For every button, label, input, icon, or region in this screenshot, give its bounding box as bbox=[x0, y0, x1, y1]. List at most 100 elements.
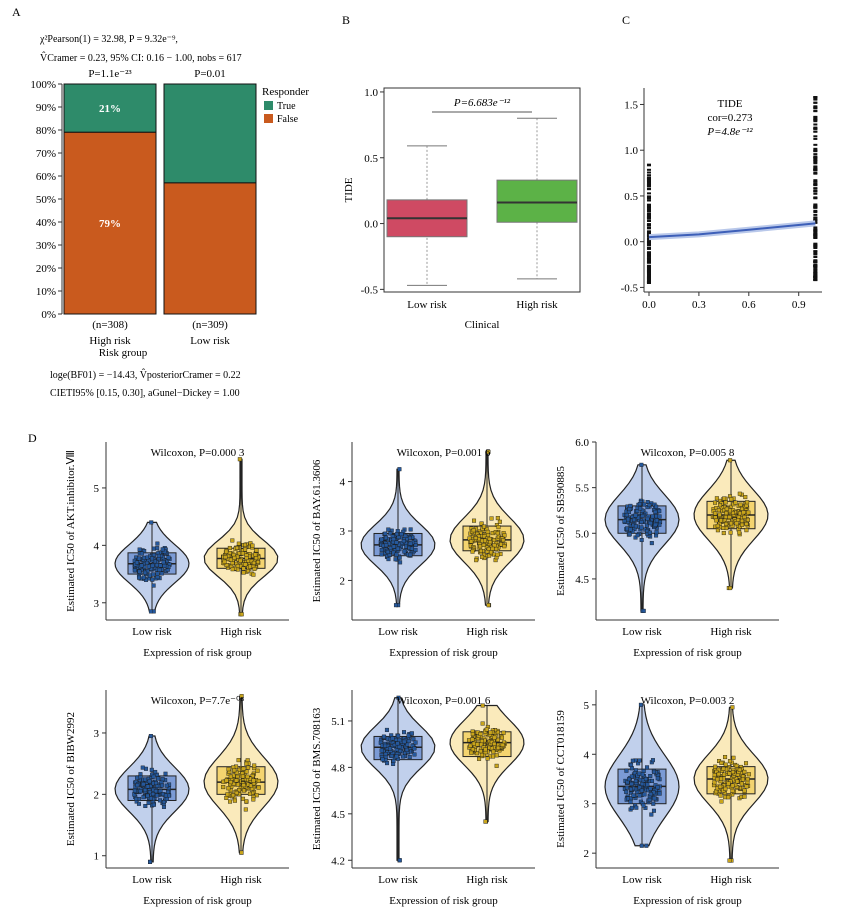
data-point bbox=[254, 556, 259, 561]
data-point bbox=[724, 521, 729, 526]
data-point bbox=[386, 527, 391, 532]
data-point bbox=[391, 758, 396, 763]
x-axis-label: Expression of risk group bbox=[633, 647, 742, 659]
x-tick-label: High risk bbox=[89, 335, 131, 347]
scatter-point bbox=[813, 196, 818, 199]
scatter-point bbox=[646, 217, 651, 220]
scatter-point bbox=[813, 159, 818, 162]
x-tick-label: Low risk bbox=[378, 626, 418, 638]
data-point bbox=[228, 799, 233, 804]
data-point bbox=[651, 808, 656, 813]
data-point bbox=[634, 805, 639, 810]
data-point bbox=[144, 577, 149, 582]
data-point bbox=[236, 758, 241, 763]
data-point bbox=[640, 513, 645, 518]
scatter-point bbox=[813, 226, 818, 229]
scatter-point bbox=[646, 208, 651, 211]
data-point bbox=[160, 547, 165, 552]
data-point bbox=[718, 784, 723, 789]
y-axis-label: Estimated IC50 of BMS.708163 bbox=[311, 707, 323, 850]
scatter-point bbox=[646, 261, 651, 264]
scatter-point bbox=[813, 219, 818, 222]
data-point bbox=[639, 538, 644, 543]
data-point bbox=[408, 527, 413, 532]
data-point bbox=[235, 782, 240, 787]
scatter-point bbox=[813, 162, 818, 165]
data-point bbox=[396, 733, 401, 738]
data-point bbox=[384, 543, 389, 548]
data-point bbox=[397, 858, 402, 863]
data-point bbox=[134, 560, 139, 565]
data-point bbox=[746, 510, 751, 515]
scatter-point bbox=[813, 211, 818, 214]
data-point bbox=[645, 765, 650, 770]
data-point bbox=[407, 755, 412, 760]
scatter-point bbox=[646, 281, 651, 284]
data-point bbox=[483, 747, 488, 752]
y-tick-label: 100% bbox=[30, 79, 56, 91]
data-point bbox=[496, 525, 501, 530]
scatter-point bbox=[646, 214, 651, 217]
data-point bbox=[635, 509, 640, 514]
scatter-point bbox=[813, 274, 818, 277]
data-point bbox=[140, 765, 145, 770]
data-point bbox=[143, 788, 148, 793]
data-point bbox=[137, 547, 142, 552]
data-point bbox=[148, 796, 153, 801]
data-point bbox=[638, 506, 643, 511]
data-point bbox=[146, 800, 151, 805]
scatter-point bbox=[813, 118, 818, 121]
scatter-point bbox=[646, 257, 651, 260]
data-point bbox=[241, 788, 246, 793]
data-point bbox=[245, 758, 250, 763]
data-point bbox=[221, 785, 226, 790]
data-point bbox=[393, 603, 398, 608]
data-point bbox=[383, 752, 388, 757]
data-point bbox=[153, 769, 158, 774]
n-label: (n=309) bbox=[192, 319, 228, 331]
scatter-point bbox=[813, 96, 818, 99]
data-point bbox=[728, 458, 733, 463]
x-tick-label: Low risk bbox=[132, 874, 172, 886]
data-point bbox=[657, 509, 662, 514]
data-point bbox=[633, 535, 638, 540]
panel-label-d: D bbox=[28, 431, 37, 445]
data-point bbox=[470, 737, 475, 742]
scatter-point bbox=[646, 272, 651, 275]
panel-a-chart: A χ²Pearson(1) = 32.98, P = 9.32e⁻⁹, V̂C… bbox=[12, 5, 309, 399]
data-point bbox=[641, 608, 646, 613]
scatter-point bbox=[646, 242, 651, 245]
data-point bbox=[730, 783, 735, 788]
y-tick-label: -0.5 bbox=[621, 282, 639, 294]
data-point bbox=[143, 804, 148, 809]
x-tick-label: High risk bbox=[466, 626, 508, 638]
data-point bbox=[721, 766, 726, 771]
data-point bbox=[231, 793, 236, 798]
data-point bbox=[136, 801, 141, 806]
data-point bbox=[406, 733, 411, 738]
data-point bbox=[637, 771, 642, 776]
data-point bbox=[388, 746, 393, 751]
data-point bbox=[640, 508, 645, 513]
data-point bbox=[252, 763, 257, 768]
data-point bbox=[654, 504, 659, 509]
data-point bbox=[723, 786, 728, 791]
data-point bbox=[478, 544, 483, 549]
data-point bbox=[629, 805, 634, 810]
data-point bbox=[738, 502, 743, 507]
scatter-point bbox=[646, 184, 651, 187]
data-point bbox=[638, 777, 643, 782]
data-point bbox=[241, 570, 246, 575]
data-point bbox=[497, 519, 502, 524]
scatter-point bbox=[813, 169, 818, 172]
data-point bbox=[479, 752, 484, 757]
data-point bbox=[737, 767, 742, 772]
data-point bbox=[145, 793, 150, 798]
data-point bbox=[256, 778, 261, 783]
annotation-p: P=4.8e⁻¹² bbox=[706, 126, 753, 138]
data-point bbox=[730, 770, 735, 775]
data-point bbox=[718, 503, 723, 508]
scatter-point bbox=[646, 237, 651, 240]
data-point bbox=[648, 774, 653, 779]
x-axis-label: Expression of risk group bbox=[143, 895, 252, 907]
